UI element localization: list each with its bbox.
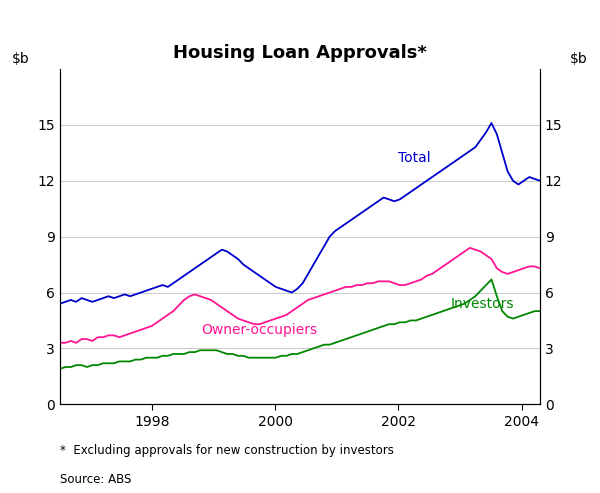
Text: Total: Total (398, 151, 431, 166)
Title: Housing Loan Approvals*: Housing Loan Approvals* (173, 44, 427, 62)
Text: Investors: Investors (451, 297, 514, 311)
Text: $b: $b (570, 52, 588, 66)
Text: $b: $b (12, 52, 30, 66)
Text: Owner-occupiers: Owner-occupiers (202, 323, 317, 337)
Text: Source: ABS: Source: ABS (60, 473, 131, 486)
Text: *  Excluding approvals for new construction by investors: * Excluding approvals for new constructi… (60, 444, 394, 457)
